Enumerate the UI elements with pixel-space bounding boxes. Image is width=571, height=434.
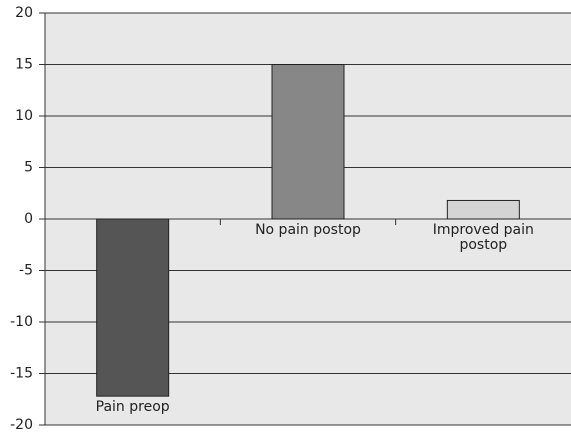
y-tick-label: 15 [15,57,33,73]
y-tick-label: 0 [24,211,33,227]
y-tick-label: -5 [19,263,33,279]
y-tick-label: 5 [24,160,33,176]
x-tick-label: No pain postop [255,222,361,238]
y-tick-label: -10 [10,314,33,330]
x-tick-label: Pain preop [95,399,170,416]
y-tick-label: -20 [10,417,33,433]
bar [271,64,345,220]
y-tick-label: 20 [15,5,33,21]
y-tick-label: -15 [10,366,33,382]
bar [446,199,520,220]
x-tick-label: Improved pain postop [432,222,534,253]
y-tick-label: 10 [15,108,33,124]
bar [96,218,170,397]
